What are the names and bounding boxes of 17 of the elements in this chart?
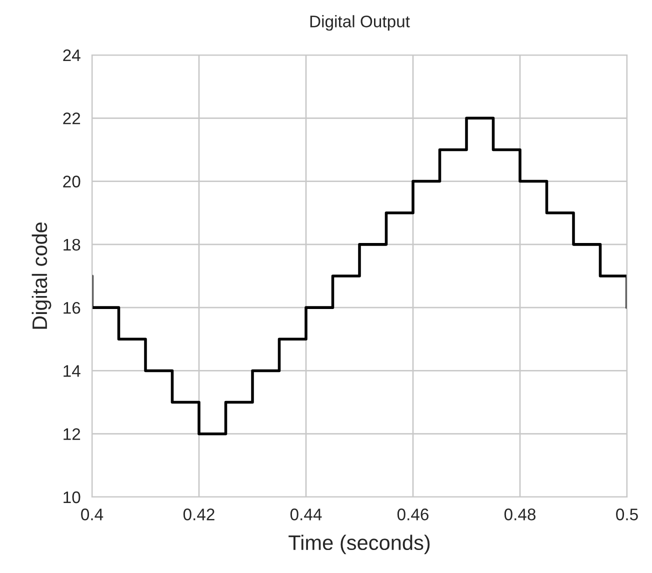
y-tick-label: 22 (63, 112, 80, 124)
x-axis-title: Time (seconds) (288, 534, 430, 554)
y-tick-label: 18 (64, 238, 80, 251)
y-axis-title: Digital code (32, 222, 52, 329)
y-tick-label: 24 (63, 49, 80, 62)
x-tick-label: 0.48 (504, 508, 536, 520)
y-tick-label: 20 (63, 176, 80, 188)
x-tick-label: 0.42 (183, 508, 214, 520)
y-tick-label: 14 (64, 365, 80, 377)
chart-title: Digital Output (310, 15, 410, 31)
x-tick-label: 0.5 (616, 508, 638, 520)
y-tick-label: 12 (64, 428, 80, 440)
y-tick-label: 10 (64, 491, 80, 504)
y-tick-label: 16 (64, 302, 80, 314)
x-tick-label: 0.46 (397, 508, 428, 520)
x-tick-label: 0.4 (81, 508, 104, 520)
x-tick-label: 0.44 (290, 508, 322, 520)
